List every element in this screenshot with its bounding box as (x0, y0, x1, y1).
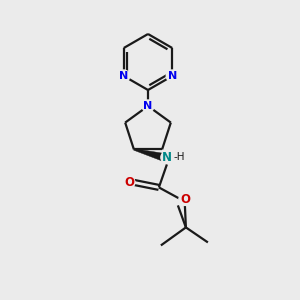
Circle shape (161, 152, 173, 164)
Text: O: O (124, 176, 134, 189)
Circle shape (166, 70, 178, 82)
Text: N: N (119, 71, 128, 81)
Text: O: O (180, 193, 190, 206)
Circle shape (142, 100, 154, 112)
Circle shape (118, 70, 130, 82)
Polygon shape (134, 148, 165, 161)
Circle shape (179, 194, 191, 206)
Circle shape (123, 176, 135, 188)
Text: N: N (162, 151, 172, 164)
Text: N: N (168, 71, 177, 81)
Text: -H: -H (174, 152, 185, 162)
Text: N: N (143, 101, 153, 111)
